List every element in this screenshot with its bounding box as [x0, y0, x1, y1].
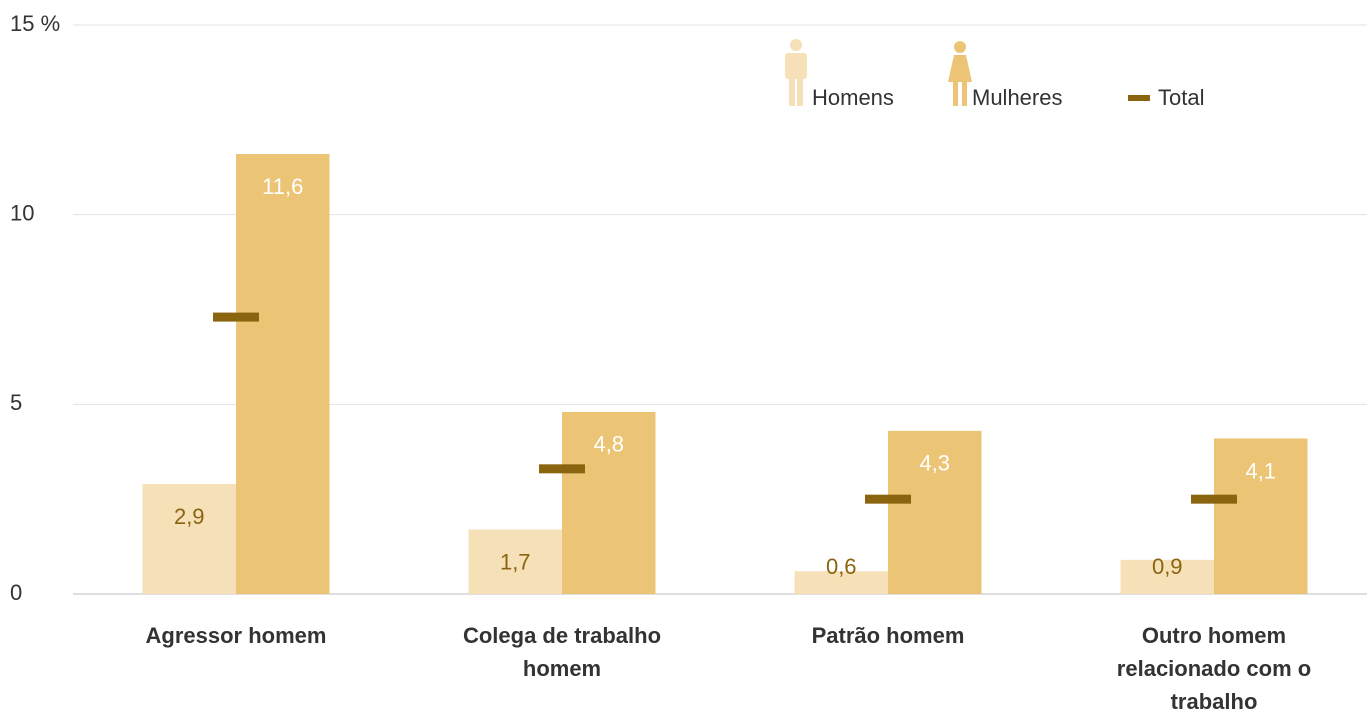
x-tick-label: Outro homem relacionado com o trabalho [1116, 623, 1312, 714]
legend-swatch [797, 76, 803, 106]
legend-swatch [954, 41, 966, 53]
bar [142, 483, 236, 594]
y-tick-label: 10 [10, 200, 34, 225]
total-marker [213, 312, 259, 322]
bar [794, 571, 888, 594]
bar [1214, 438, 1308, 594]
x-tick-label: Colega de trabalho homem [462, 623, 662, 681]
value-label: 0,9 [1152, 554, 1183, 579]
value-label: 4,1 [1245, 458, 1276, 483]
legend-swatch [962, 82, 967, 106]
value-label: 0,6 [826, 554, 857, 579]
legend-swatch [790, 39, 802, 51]
y-tick-label: 15 % [10, 11, 60, 36]
legend-label: Homens [812, 85, 894, 110]
total-marker [865, 494, 911, 504]
legend-swatch [948, 55, 972, 82]
y-tick-label: 5 [10, 390, 22, 415]
bar [888, 430, 982, 594]
value-label: 4,8 [593, 432, 624, 457]
total-marker [1191, 494, 1237, 504]
total-marker [539, 464, 585, 474]
legend-swatch [1128, 95, 1150, 101]
value-label: 2,9 [174, 504, 205, 529]
bar [468, 529, 562, 594]
y-tick-label: 0 [10, 580, 22, 605]
legend-swatch [953, 82, 958, 106]
legend-swatch [785, 53, 807, 79]
bar [236, 153, 330, 594]
legend-label: Mulheres [972, 85, 1062, 110]
bar [562, 411, 656, 594]
legend-label: Total [1158, 85, 1204, 110]
x-tick-label: Patrão homem [811, 623, 965, 648]
x-tick-label: Agressor homem [145, 623, 327, 648]
value-label: 1,7 [500, 549, 531, 574]
legend-swatch [789, 76, 795, 106]
value-label: 11,6 [262, 174, 303, 199]
value-label: 4,3 [919, 451, 950, 476]
bar [1120, 559, 1214, 594]
